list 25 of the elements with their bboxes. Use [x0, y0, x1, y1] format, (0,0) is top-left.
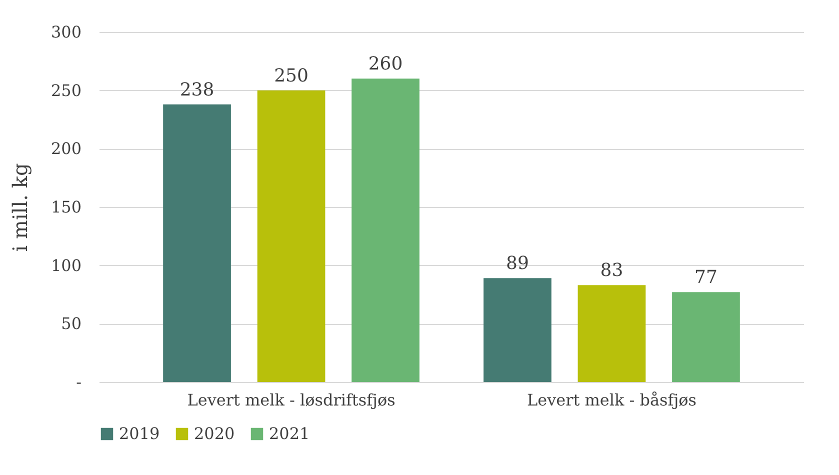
data-label: 77 [694, 267, 718, 288]
y-tick-label: 200 [50, 139, 82, 158]
legend-label: 2021 [269, 424, 310, 443]
y-tick-label: 100 [50, 256, 82, 275]
bar [163, 104, 231, 382]
y-tick-label: 50 [61, 314, 82, 334]
x-tick-label: Levert melk - båsfjøs [526, 390, 696, 410]
bar [672, 292, 740, 382]
legend-label: 2019 [119, 424, 160, 443]
bar [257, 90, 326, 382]
data-label: 238 [180, 79, 214, 100]
bar [352, 78, 420, 382]
data-label: 89 [506, 253, 529, 274]
y-axis-title: i mill. kg [8, 163, 32, 252]
bar [484, 278, 552, 382]
y-tick-label: 150 [50, 198, 82, 216]
y-tick-label: - [76, 372, 82, 392]
x-tick-label: Levert melk - løsdriftsfjøs [187, 390, 396, 410]
legend-label: 2020 [194, 424, 235, 443]
y-tick-label: 300 [50, 22, 82, 42]
data-label: 83 [600, 260, 624, 282]
y-tick-label: 250 [50, 80, 82, 100]
data-label: 250 [274, 65, 308, 86]
bar [578, 285, 646, 382]
data-label: 260 [368, 54, 403, 75]
